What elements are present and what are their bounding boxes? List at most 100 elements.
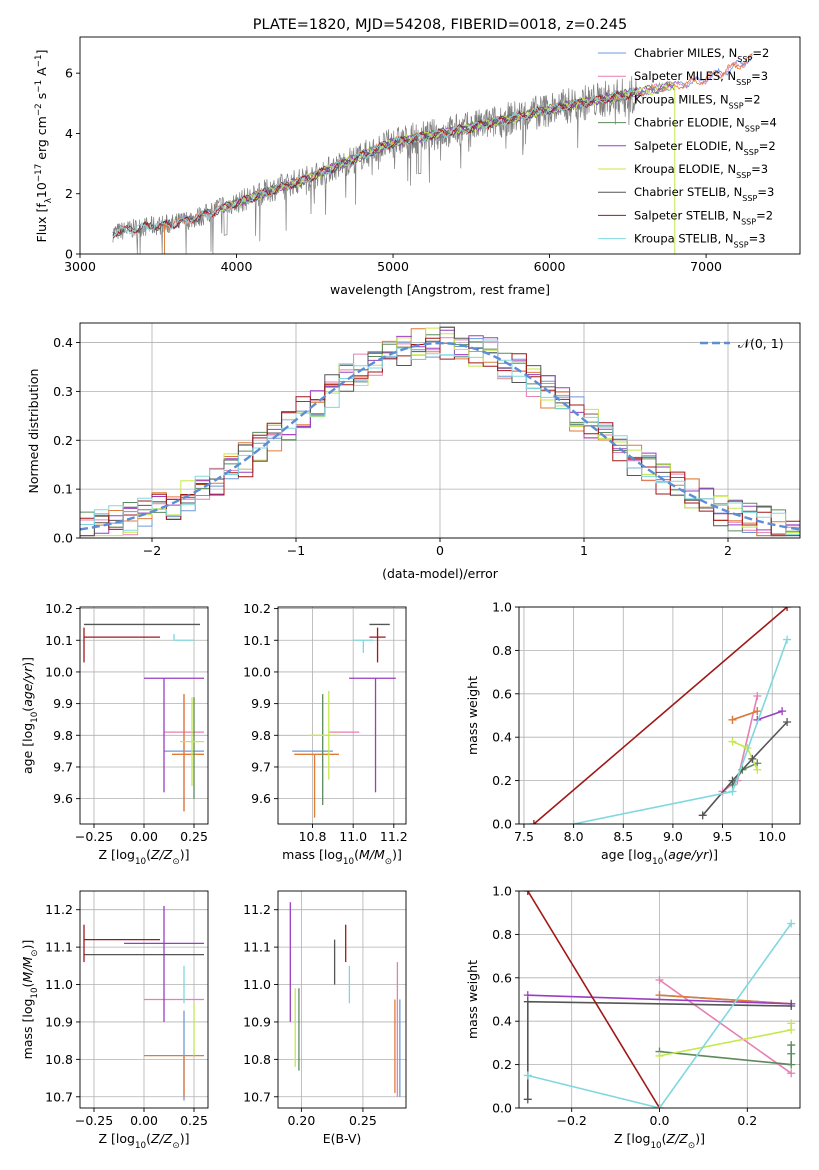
- x-tick-label: 0.00: [130, 829, 158, 844]
- y-tick-label: 0.4: [492, 730, 512, 745]
- weight-marker: [569, 820, 578, 824]
- mass-EBV-panel: 0.20 0.25 10.7 10.8 10.9 11.0 11.1 11.2 E(B-V): [243, 890, 407, 1146]
- y-tick-label: 10.2: [243, 601, 271, 616]
- x-tick-label: −0.2: [557, 1113, 587, 1128]
- x-tick-label: 3000: [64, 259, 96, 274]
- legend-label: Chabrier MILES, NSSP=2: [634, 46, 769, 64]
- axes-frame: [79, 36, 801, 255]
- y-tick-label: 2: [65, 186, 73, 201]
- y-tick-label: 10.7: [243, 1089, 271, 1104]
- x-tick-label: 7000: [690, 259, 722, 274]
- x-tick-label: 11.0: [339, 829, 367, 844]
- weight-marker: [655, 991, 664, 1000]
- x-tick-label: −0.25: [75, 829, 113, 844]
- age-Z-xlabel: Z [log10(Z/Z⊙)]: [99, 847, 190, 867]
- weight-line: [732, 710, 758, 721]
- y-tick-label: 10.0: [45, 664, 73, 679]
- x-tick-label: 5000: [377, 259, 409, 274]
- weight-age-xlabel: age [log10(age/yr)]: [601, 847, 718, 867]
- residuals-ylabel: Normed distribution: [26, 369, 41, 494]
- weight-marker: [787, 1002, 796, 1011]
- weight-marker: [523, 1071, 532, 1080]
- weight-marker: [523, 891, 532, 895]
- mass-Z-xlabel: Z [log10(Z/Z⊙)]: [99, 1131, 190, 1151]
- plot-area: [523, 891, 796, 1108]
- legend-label: 𝒩(0, 1): [738, 336, 784, 351]
- axes-frame: [277, 606, 407, 825]
- residual-histogram: [80, 338, 800, 537]
- weight-line: [527, 923, 792, 1108]
- weight-line: [702, 721, 788, 816]
- y-tick-label: 0.8: [492, 643, 512, 658]
- weight-marker: [523, 997, 532, 1006]
- y-tick-label: 9.7: [53, 759, 73, 774]
- legend-label: Kroupa ELODIE, NSSP=3: [634, 162, 768, 180]
- y-tick-label: 0.0: [53, 531, 73, 546]
- weight-marker: [787, 1060, 796, 1069]
- spectrum-panel: PLATE=1820, MJD=54208, FIBERID=0018, z=0…: [34, 17, 801, 297]
- y-tick-label: 11.1: [243, 940, 271, 955]
- weight-marker: [698, 811, 707, 820]
- weight-marker: [655, 975, 664, 984]
- plot-area: [289, 902, 401, 1097]
- x-tick-label: 6000: [534, 259, 566, 274]
- residuals-panel: −2 −1 0 1 2 0.0 0.1 0.2 0.3 0.4 (data-model)/error…: [26, 322, 801, 581]
- weight-line: [659, 1045, 792, 1066]
- weight-marker: [783, 607, 792, 611]
- legend-label: Chabrier STELIB, NSSP=3: [634, 185, 774, 203]
- legend-label: Salpeter STELIB, NSSP=2: [634, 208, 773, 226]
- y-tick-label: 9.7: [251, 759, 271, 774]
- weight-marker: [753, 707, 762, 716]
- y-tick-label: 9.9: [251, 696, 271, 711]
- plot-area: [83, 623, 204, 812]
- x-tick-label: 7.5: [514, 829, 534, 844]
- x-tick-label: 2: [724, 543, 732, 558]
- y-tick-label: 11.1: [45, 940, 73, 955]
- weight-marker: [529, 820, 538, 824]
- y-tick-label: 10.1: [243, 633, 271, 648]
- y-tick-label: 1.0: [492, 884, 512, 899]
- model-spectrum: [112, 87, 638, 239]
- weight-marker: [787, 1041, 796, 1050]
- y-tick-label: 9.6: [251, 791, 271, 806]
- y-tick-label: 0.2: [53, 433, 73, 448]
- y-tick-label: 10.8: [45, 1052, 73, 1067]
- y-tick-label: 11.0: [243, 977, 271, 992]
- y-tick-label: 11.2: [45, 902, 73, 917]
- age-mass-xlabel: mass [log10(M/M⊙)]: [282, 847, 402, 867]
- y-tick-label: 0: [65, 247, 73, 262]
- weight-marker: [728, 737, 737, 746]
- plot-area: [529, 607, 792, 824]
- weight-line: [757, 710, 783, 721]
- residual-histogram: [80, 339, 800, 535]
- x-tick-label: 8.5: [613, 829, 633, 844]
- x-tick-label: 0.0: [650, 1113, 670, 1128]
- plot-area: [83, 905, 204, 1101]
- y-tick-label: 10.7: [45, 1089, 73, 1104]
- y-tick-label: 10.1: [45, 633, 73, 648]
- y-tick-label: 10.2: [45, 601, 73, 616]
- y-tick-label: 10.9: [243, 1014, 271, 1029]
- weight-marker: [783, 718, 792, 727]
- y-tick-label: 0.1: [53, 482, 73, 497]
- y-tick-label: 0.3: [53, 384, 73, 399]
- legend-label: Salpeter MILES, NSSP=3: [634, 69, 768, 87]
- model-spectrum: [112, 88, 638, 238]
- axes-frame: [79, 890, 209, 1109]
- y-tick-label: 0.6: [492, 970, 512, 985]
- y-tick-label: 9.6: [53, 791, 73, 806]
- x-tick-label: 0.20: [287, 1113, 315, 1128]
- y-tick-label: 10.9: [45, 1014, 73, 1029]
- legend-label: Chabrier ELODIE, NSSP=4: [634, 116, 777, 134]
- weight-Z-ylabel: mass weight: [465, 960, 480, 1039]
- axes-frame: [277, 890, 407, 1109]
- axes-frame: [518, 606, 801, 825]
- weight-marker: [753, 691, 762, 700]
- y-tick-label: 9.9: [53, 696, 73, 711]
- model-spectrum: [220, 81, 675, 212]
- y-tick-label: 0.8: [492, 927, 512, 942]
- axes-frame: [518, 890, 801, 1109]
- x-tick-label: −2: [143, 543, 161, 558]
- weight-marker: [787, 1049, 796, 1058]
